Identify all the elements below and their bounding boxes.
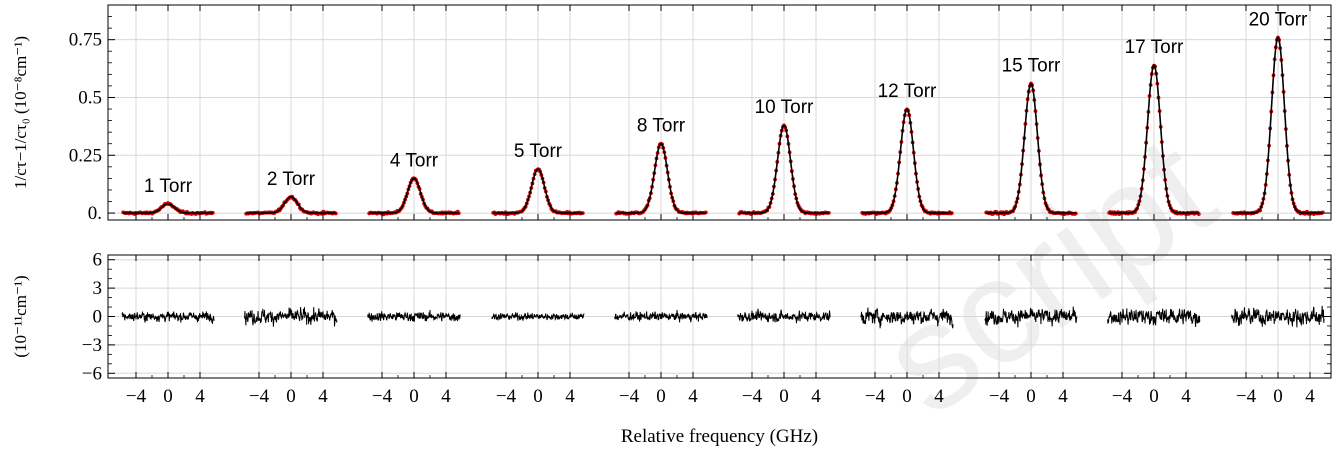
bottom-residuals	[121, 305, 1325, 329]
fit-line	[1233, 36, 1323, 214]
y-tick-label: 0.5	[78, 87, 102, 108]
x-tick-label: 0	[1026, 386, 1036, 407]
x-tick-label: 4	[318, 386, 328, 407]
x-tick-label: −4	[372, 386, 393, 407]
fit-line	[616, 142, 706, 214]
peak-8	[984, 81, 1078, 217]
x-tick-label: −4	[126, 386, 147, 407]
peak-3	[367, 176, 461, 217]
x-tick-label: 0	[1149, 386, 1159, 407]
peak-label: 8 Torr	[637, 116, 686, 137]
x-tick-label: 4	[195, 386, 205, 407]
y-tick-label: 0.75	[69, 30, 102, 51]
x-tick-label: 4	[688, 386, 698, 407]
top-grid	[108, 5, 1331, 220]
x-axis-label: Relative frequency (GHz)	[621, 426, 818, 447]
x-tick-label: 0	[656, 386, 666, 407]
peak-2	[244, 194, 338, 217]
peak-7	[860, 107, 954, 216]
peak-label: 1 Torr	[144, 176, 193, 197]
x-tick-label: 4	[1058, 386, 1068, 407]
residual-line-1	[121, 310, 215, 324]
fit-line	[739, 124, 829, 214]
peak-label: 20 Torr	[1249, 9, 1308, 30]
peak-label: 2 Torr	[267, 169, 316, 190]
residual-line-10	[1231, 305, 1325, 328]
bottom-y-ticks: −6 −3 0 3 6	[82, 250, 1331, 384]
peak-label: 5 Torr	[514, 141, 563, 162]
x-tick-label: −4	[865, 386, 886, 407]
x-tick-label: 0	[1273, 386, 1283, 407]
x-tick-label: 4	[1181, 386, 1191, 407]
peak-1	[121, 201, 215, 216]
x-tick-label: 4	[811, 386, 821, 407]
top-y-ticks: 0. 0.25 0.5 0.75	[69, 16, 1331, 224]
residual-line-3	[367, 309, 461, 322]
y-tick-label: 0.25	[69, 145, 102, 166]
x-tick-label: 0	[409, 386, 419, 407]
peak-label: 17 Torr	[1125, 37, 1184, 58]
residual-line-8	[984, 306, 1078, 328]
residual-line-4	[491, 312, 585, 321]
residual-line-9	[1107, 308, 1201, 328]
bottom-y-axis-label: (10⁻¹¹cm⁻¹)	[11, 275, 30, 357]
y-tick-label: 6	[93, 250, 103, 271]
top-peak-labels: 1 Torr 2 Torr 4 Torr 5 Torr 8 Torr 10 Torr 12 …	[144, 9, 1308, 196]
fit-line	[123, 203, 213, 214]
x-tick-label: −4	[1236, 386, 1257, 407]
peak-9	[1107, 63, 1201, 217]
x-tick-label: −4	[249, 386, 270, 407]
residual-line-7	[860, 307, 954, 329]
peak-4	[491, 167, 585, 217]
peak-10	[1231, 35, 1325, 216]
peak-6	[737, 123, 831, 216]
x-ticks: −4 0 4 −4 0 4 −4 0 4 −4 0 4 −4 0 4 −4 0 4 −4 0 4 −4 0 4 −4 0 4 −4 0 4	[126, 5, 1315, 407]
top-curves	[121, 35, 1325, 217]
peak-label: 12 Torr	[878, 81, 937, 102]
x-tick-label: −4	[742, 386, 763, 407]
x-tick-label: 0	[902, 386, 912, 407]
x-tick-label: 0	[779, 386, 789, 407]
x-tick-label: −4	[619, 386, 640, 407]
y-tick-label: 0	[93, 307, 103, 328]
top-panel: 1 Torr 2 Torr 4 Torr 5 Torr 8 Torr 10 Torr 12 …	[11, 4, 1332, 224]
peak-label: 15 Torr	[1002, 56, 1061, 77]
fit-line	[986, 82, 1076, 214]
peak-label: 10 Torr	[755, 97, 814, 118]
y-tick-label: −6	[82, 363, 102, 384]
fit-line	[369, 177, 459, 214]
fit-line	[493, 168, 583, 214]
fit-line	[246, 196, 336, 214]
residual-line-5	[614, 309, 708, 323]
y-tick-label: −3	[82, 335, 102, 356]
x-tick-label: −4	[1112, 386, 1133, 407]
x-tick-label: 0	[286, 386, 296, 407]
x-tick-label: 0	[163, 386, 173, 407]
top-frame	[107, 4, 1332, 221]
top-y-axis-label: 1/cτ−1/cτ₀ (10⁻⁸cm⁻¹)	[11, 36, 30, 189]
x-tick-label: 4	[565, 386, 575, 407]
bottom-panel: −6 −3 0 3 6 −4 0 4 −4 0 4 −4 0 4 −4 0 4 −4 0 4 −4 0 4 −4 0 4 −4 0 4…	[11, 5, 1332, 447]
residual-line-6	[737, 308, 831, 324]
fit-line	[862, 108, 952, 214]
y-tick-label: 3	[93, 278, 103, 299]
x-tick-label: −4	[989, 386, 1010, 407]
fit-line	[1109, 64, 1199, 214]
x-tick-label: 4	[934, 386, 944, 407]
peak-label: 4 Torr	[390, 150, 439, 171]
residual-line-2	[244, 307, 338, 327]
x-tick-label: 0	[533, 386, 543, 407]
y-tick-label: 0.	[88, 203, 102, 224]
x-tick-label: −4	[496, 386, 517, 407]
x-tick-label: 4	[1305, 386, 1315, 407]
x-tick-label: 4	[441, 386, 451, 407]
